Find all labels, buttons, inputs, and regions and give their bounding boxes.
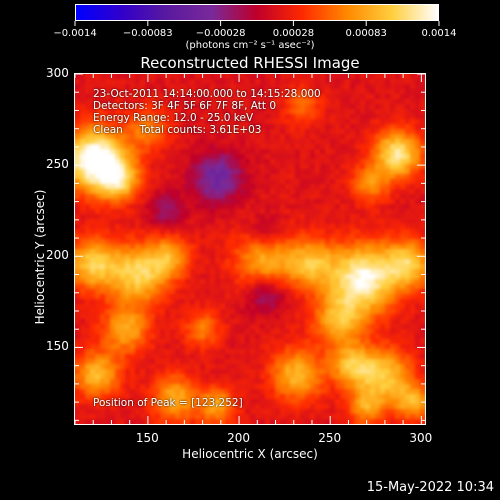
y-tick-label: 200 — [46, 248, 69, 263]
colorbar-tick-label: 0.0014 — [421, 28, 457, 39]
y-tick-label: 300 — [46, 66, 69, 80]
colorbar-tick-label: −0.0014 — [53, 28, 97, 39]
x-tick-label: 150 — [135, 431, 159, 445]
colorbar — [75, 4, 439, 21]
info-detectors: Detectors: 3F 4F 5F 6F 7F 8F, Att 0 — [93, 100, 277, 112]
colorbar-tick-label: 0.00028 — [272, 28, 315, 39]
chart-title: Reconstructed RHESSI Image — [140, 54, 360, 72]
x-tick-label: 300 — [409, 431, 433, 445]
colorbar-units: (photons cm⁻² s⁻¹ asec⁻²) — [185, 40, 315, 51]
x-tick-label: 200 — [227, 431, 250, 445]
y-tick-label: 250 — [46, 157, 69, 172]
x-axis-label: Heliocentric X (arcsec) — [182, 447, 318, 461]
colorbar-tick-label: −0.00028 — [195, 28, 246, 39]
y-axis-label: Heliocentric Y (arcsec) — [33, 189, 47, 325]
info-energy-range: Energy Range: 12.0 - 25.0 keV — [93, 112, 254, 124]
info-clean-counts: Clean Total counts: 3.61E+03 — [93, 124, 262, 136]
colorbar-tick-label: 0.00083 — [345, 28, 387, 39]
plot-frame — [74, 73, 426, 425]
y-tick-label: 150 — [46, 339, 69, 354]
x-tick-label: 250 — [318, 431, 342, 445]
plot-timestamp: 15-May-2022 10:34 — [366, 480, 494, 495]
info-time-range: 23-Oct-2011 14:14:00.000 to 14:15:28.000 — [93, 88, 321, 100]
colorbar-tick-label: −0.00083 — [122, 28, 173, 39]
rhessi-image — [75, 74, 425, 424]
info-peak-position: Position of Peak = [123,252] — [93, 397, 243, 409]
